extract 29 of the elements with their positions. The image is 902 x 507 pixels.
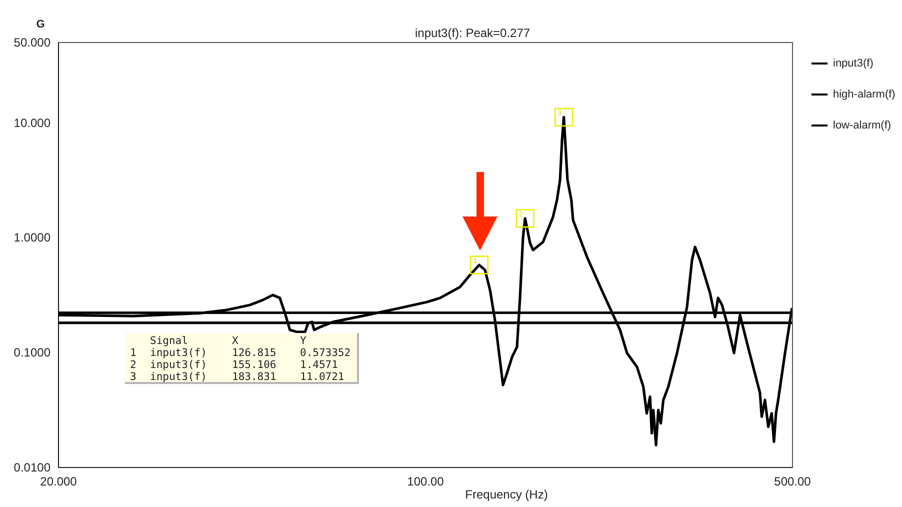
y-tick-label: 0.0100 [14,460,51,474]
annotation: 1.4571 [300,359,339,371]
annotation: Y [300,335,308,347]
annotation: X [232,335,240,347]
chart-title: input3(f): Peak=0.277 [415,26,530,40]
annotation: Signal [150,335,189,347]
annotation: 155.106 [232,359,278,371]
annotation: 1 [130,347,138,359]
annotation: 0.573352 [300,347,352,359]
annotation: 11.0721 [300,371,346,383]
legend-label: low-alarm(f) [833,120,892,132]
annotation: input3(f) [150,359,208,371]
x-axis-title: Frequency (Hz) [465,488,548,502]
x-tick-label: 20.000 [40,474,78,488]
annotation: 183.831 [232,371,278,383]
annotation: input3(f) [150,371,208,383]
annotation: 3 [130,371,138,383]
y-axis-title: G [36,18,45,30]
legend-label: input3(f) [833,58,874,70]
y-tick-label: 50.000 [14,36,51,50]
x-tick-label: 500.00 [774,474,812,488]
annotation: 126.815 [232,347,278,359]
y-tick-label: 1.0000 [14,230,51,245]
annotation: 2 [130,359,138,371]
annotation: input3(f) [150,347,208,359]
x-tick-label: 100.00 [407,474,444,488]
legend-label: high-alarm(f) [833,88,896,100]
y-tick-label: 0.1000 [14,346,51,360]
y-tick-label: 10.000 [14,116,51,130]
